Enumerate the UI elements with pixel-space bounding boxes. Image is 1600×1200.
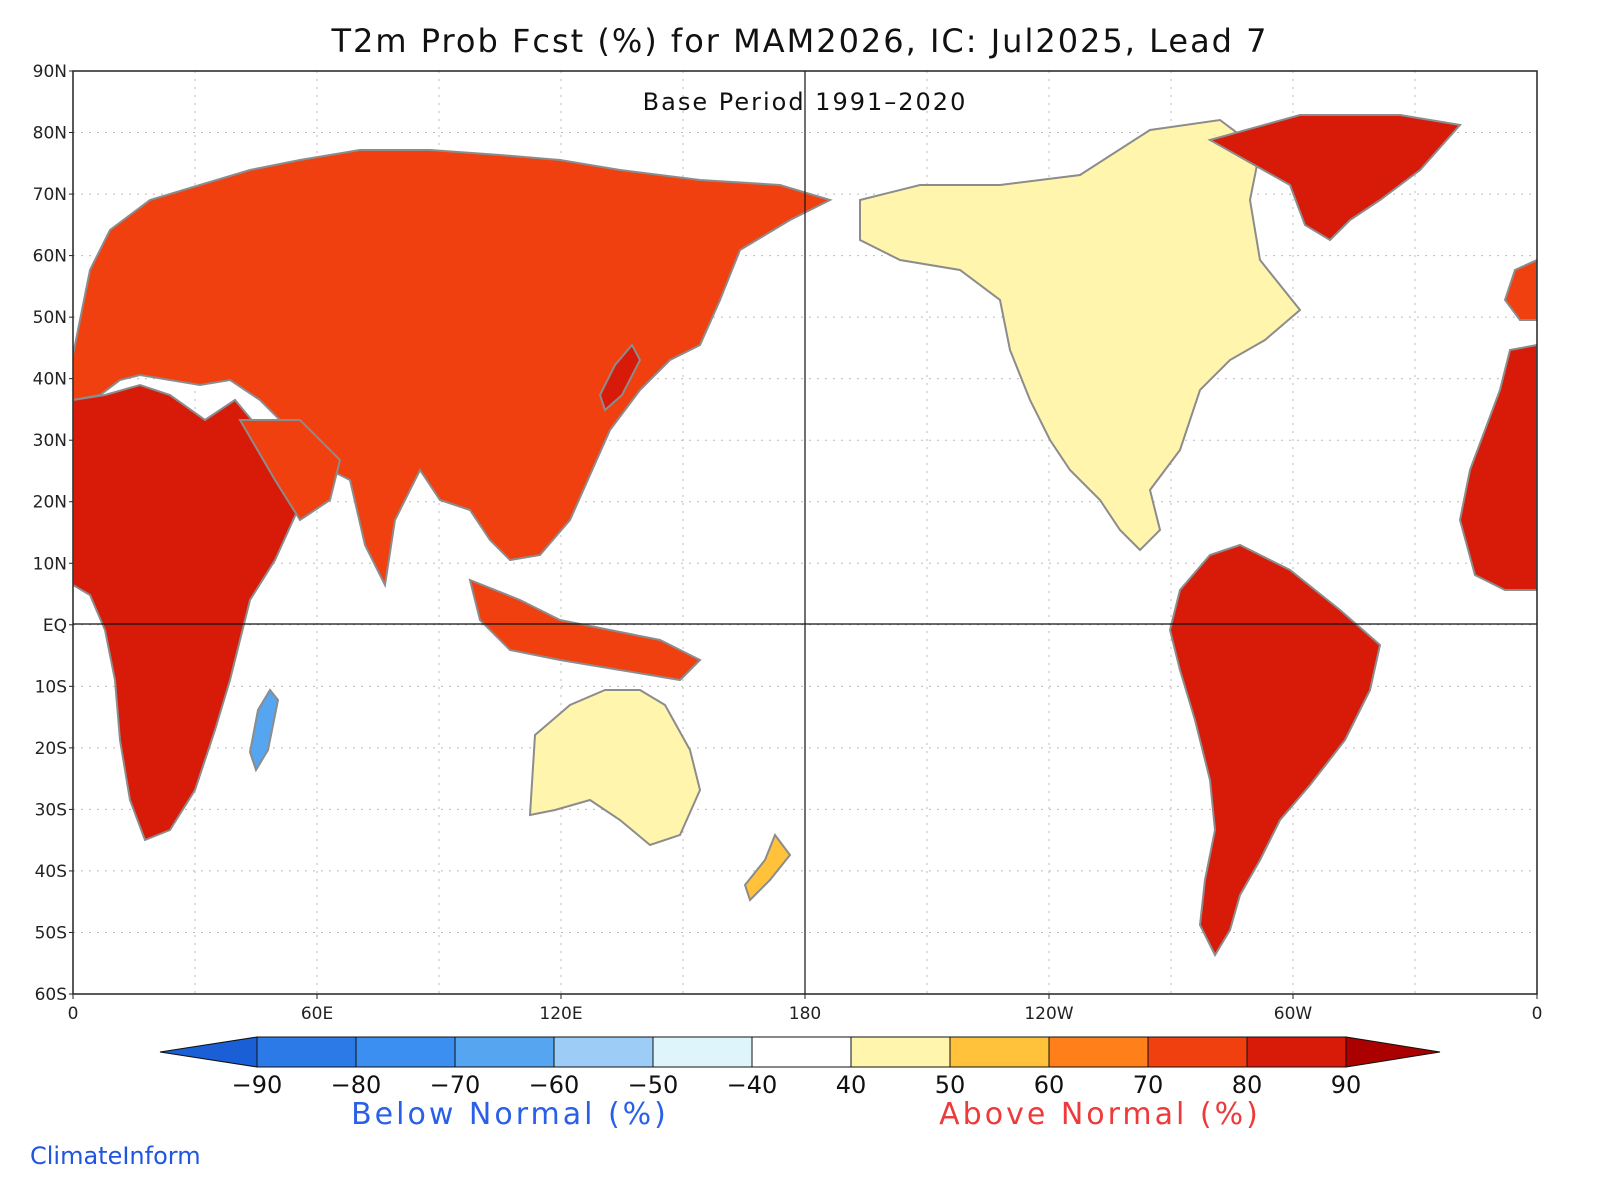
lat-label: 40S bbox=[35, 862, 67, 882]
colorbar-box bbox=[1048, 1036, 1149, 1068]
land-australia bbox=[528, 689, 702, 847]
colorbar-arrow-high bbox=[1345, 1036, 1441, 1068]
land-japan bbox=[598, 343, 642, 412]
colorbar-tick-label: −70 bbox=[430, 1071, 481, 1099]
lat-label: 50S bbox=[35, 923, 67, 943]
colorbar-tick-label: −90 bbox=[232, 1071, 283, 1099]
colorbar-tick-label: 80 bbox=[1232, 1071, 1263, 1099]
lat-label: 60N bbox=[33, 247, 67, 267]
lat-label: EQ bbox=[43, 616, 67, 636]
colorbar-box bbox=[256, 1036, 357, 1068]
lat-label: 20S bbox=[35, 739, 67, 759]
lat-label: 40N bbox=[33, 370, 67, 390]
colorbar-tick-label: −80 bbox=[331, 1071, 382, 1099]
lon-label: 120E bbox=[539, 1004, 582, 1024]
colorbar-box bbox=[949, 1036, 1050, 1068]
colorbar-tick-label: 90 bbox=[1331, 1071, 1362, 1099]
colorbar-tick-label: −50 bbox=[628, 1071, 679, 1099]
land-south-america bbox=[1168, 543, 1382, 958]
lon-label: 0 bbox=[1532, 1004, 1543, 1024]
lat-label: 30S bbox=[35, 800, 67, 820]
lon-label: 180 bbox=[789, 1004, 821, 1024]
land-arabia bbox=[238, 419, 342, 522]
lon-label: 60W bbox=[1274, 1004, 1313, 1024]
below-normal-label: Below Normal (%) bbox=[351, 1097, 669, 1132]
land-north-america bbox=[859, 118, 1302, 552]
land-greenland bbox=[1207, 114, 1462, 242]
lat-label: 70N bbox=[33, 185, 67, 205]
colorbar-tick-labels: −90 −80 −70 −60 −50 −40 40 50 60 70 80 90 bbox=[232, 1071, 1362, 1099]
colorbar-arrow-low bbox=[159, 1036, 258, 1068]
lat-label: 20N bbox=[33, 493, 67, 513]
colorbar-box bbox=[850, 1036, 951, 1068]
colorbar-box bbox=[751, 1036, 852, 1068]
lat-label: 10S bbox=[35, 677, 67, 697]
land-africa bbox=[73, 383, 302, 842]
land-west-africa-wrap bbox=[1458, 343, 1537, 591]
landmasses bbox=[73, 114, 1537, 958]
longitude-labels: 0 60E 120E 180 120W 60W 0 bbox=[68, 994, 1543, 1024]
colorbar-box bbox=[1246, 1036, 1347, 1068]
land-madagascar bbox=[248, 688, 280, 773]
land-new-zealand bbox=[743, 832, 792, 902]
latitude-labels: 90N 80N 70N 60N 50N 40N 30N 20N 10N EQ 10S 20S 30S 40… bbox=[33, 62, 73, 1005]
map-title: T2m Prob Fcst (%) for MAM2026, IC: Jul20… bbox=[331, 22, 1269, 60]
lon-label: 0 bbox=[68, 1004, 79, 1024]
base-period-label: Base Period 1991–2020 bbox=[643, 88, 968, 116]
colorbar-box bbox=[355, 1036, 456, 1068]
land-eurasia bbox=[73, 149, 833, 589]
lat-label: 90N bbox=[33, 62, 67, 82]
colorbar-box bbox=[553, 1036, 654, 1068]
lat-label: 60S bbox=[35, 985, 67, 1005]
colorbar-box bbox=[652, 1036, 753, 1068]
climateinform-credit: ClimateInform bbox=[30, 1142, 201, 1170]
lat-label: 30N bbox=[33, 431, 67, 451]
land-maritime-asia bbox=[468, 578, 702, 682]
colorbar-box bbox=[454, 1036, 555, 1068]
above-normal-label: Above Normal (%) bbox=[939, 1097, 1261, 1132]
colorbar-box bbox=[1147, 1036, 1248, 1068]
lat-label: 80N bbox=[33, 124, 67, 144]
lon-label: 60E bbox=[301, 1004, 333, 1024]
lat-label: 10N bbox=[33, 554, 67, 574]
colorbar-tick-label: 70 bbox=[1133, 1071, 1164, 1099]
land-iberia-wrap bbox=[1503, 258, 1537, 321]
colorbar-tick-label: 40 bbox=[836, 1071, 867, 1099]
colorbar-tick-label: −60 bbox=[529, 1071, 580, 1099]
lat-label: 50N bbox=[33, 308, 67, 328]
colorbar-tick-label: 50 bbox=[935, 1071, 966, 1099]
colorbar-tick-label: −40 bbox=[727, 1071, 778, 1099]
colorbar bbox=[159, 1036, 1441, 1068]
lon-label: 120W bbox=[1024, 1004, 1073, 1024]
colorbar-tick-label: 60 bbox=[1034, 1071, 1065, 1099]
